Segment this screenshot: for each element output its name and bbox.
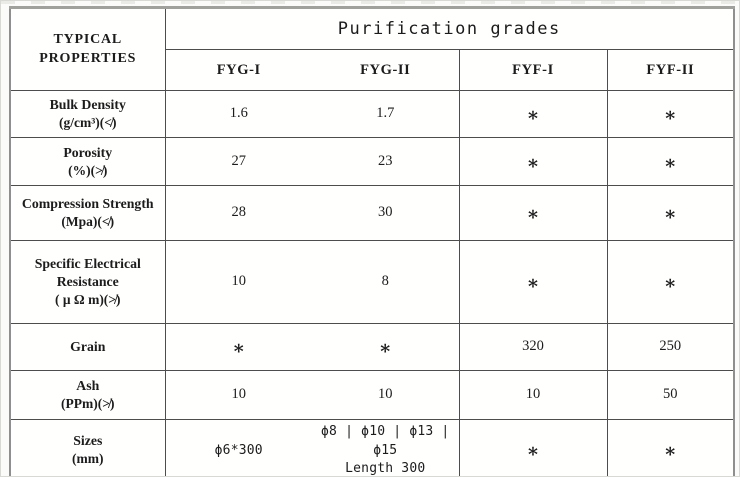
property-unit: ( μ Ω m)(≯) xyxy=(54,292,121,308)
value-cell: 10 xyxy=(164,370,312,420)
table-row-sizes: Sizes (mm) ϕ6*300 ϕ8 | ϕ10 | ϕ13 | ϕ15 L… xyxy=(9,418,735,476)
column-header-fyf-i: FYF-I xyxy=(458,49,608,91)
value-cell: 8 xyxy=(311,240,460,324)
purification-grades-header-cell: Purification grades xyxy=(164,7,735,50)
value-cell: ϕ8 | ϕ10 | ϕ13 | ϕ15 Length 300 xyxy=(311,418,460,476)
value-cell: * xyxy=(606,418,735,476)
value-cell: * xyxy=(458,418,608,476)
corner-header-label: TYPICAL PROPERTIES xyxy=(39,31,137,66)
property-cell: Ash (PPm)(≯) xyxy=(9,370,166,420)
value-cell: 1.6 xyxy=(164,90,312,138)
value-cell: 23 xyxy=(311,137,460,186)
table-row-porosity: Porosity (%)(≯) 27 23 * * xyxy=(9,137,735,186)
value-cell: * xyxy=(606,90,735,138)
value-cell: 30 xyxy=(311,185,460,241)
value-cell: 27 xyxy=(164,137,312,186)
property-unit: (g/cm³)(≮) xyxy=(59,115,117,131)
table-row-grain: Grain * * 320 250 xyxy=(9,323,735,371)
grade-label: FYF-I xyxy=(512,61,554,78)
property-unit: (mm) xyxy=(72,451,104,466)
column-header-fyg-ii: FYG-II xyxy=(311,49,460,91)
property-unit: (%)(≯) xyxy=(68,162,108,178)
value-cell: 10 xyxy=(311,370,460,420)
grade-label: FYF-II xyxy=(646,61,695,78)
value-cell: * xyxy=(606,185,735,241)
property-name: Compression Strength xyxy=(21,196,154,212)
column-header-fyg-i: FYG-I xyxy=(164,49,312,91)
table-row-ash: Ash (PPm)(≯) 10 10 10 50 xyxy=(9,370,735,420)
property-cell: Porosity (%)(≯) xyxy=(9,137,166,186)
property-name: Porosity xyxy=(63,144,113,160)
property-cell: Grain xyxy=(9,323,166,371)
corner-header-cell: TYPICAL PROPERTIES xyxy=(9,7,166,91)
value-cell: 10 xyxy=(164,240,312,324)
property-name: Specific Electrical Resistance xyxy=(34,256,141,290)
value-cell: 1.7 xyxy=(311,90,460,138)
property-cell: Sizes (mm) xyxy=(9,418,166,476)
table-row-specific-electrical-resistance: Specific Electrical Resistance ( μ Ω m)(… xyxy=(9,240,735,324)
grade-label: FYG-I xyxy=(216,61,261,78)
value-cell: 50 xyxy=(606,370,735,420)
property-unit: (PPm)(≯) xyxy=(61,396,115,412)
purification-grades-table: TYPICAL PROPERTIES Purification grades F… xyxy=(9,6,736,476)
property-cell: Specific Electrical Resistance ( μ Ω m)(… xyxy=(9,240,166,324)
property-cell: Bulk Density (g/cm³)(≮) xyxy=(9,90,166,138)
property-name: Grain xyxy=(70,339,106,355)
value-cell: * xyxy=(458,240,608,324)
value-cell: * xyxy=(458,185,608,241)
header-row-main: TYPICAL PROPERTIES Purification grades xyxy=(9,7,735,91)
scan-artifact xyxy=(1,1,739,4)
value-cell: 28 xyxy=(164,185,312,241)
value-cell: * xyxy=(458,90,608,138)
value-cell: 10 xyxy=(458,370,608,420)
value-cell: * xyxy=(606,240,735,324)
value-cell: * xyxy=(164,323,312,371)
property-unit: (Mpa)(≮) xyxy=(61,214,115,230)
value-cell: * xyxy=(311,323,460,371)
property-name: Ash xyxy=(76,378,100,394)
purification-grades-label: Purification grades xyxy=(337,19,561,39)
property-name: Bulk Density xyxy=(49,97,126,113)
property-name: Sizes xyxy=(73,433,103,449)
property-cell: Compression Strength (Mpa)(≮) xyxy=(9,185,166,241)
table-row-bulk-density: Bulk Density (g/cm³)(≮) 1.6 1.7 * * xyxy=(9,90,735,138)
value-cell: 320 xyxy=(458,323,608,371)
value-cell: ϕ6*300 xyxy=(164,418,312,476)
column-header-fyf-ii: FYF-II xyxy=(606,49,735,91)
value-cell: 250 xyxy=(606,323,735,371)
value-cell: * xyxy=(458,137,608,186)
table-row-compression-strength: Compression Strength (Mpa)(≮) 28 30 * * xyxy=(9,185,735,241)
value-cell: * xyxy=(606,137,735,186)
grade-label: FYG-II xyxy=(360,61,411,78)
